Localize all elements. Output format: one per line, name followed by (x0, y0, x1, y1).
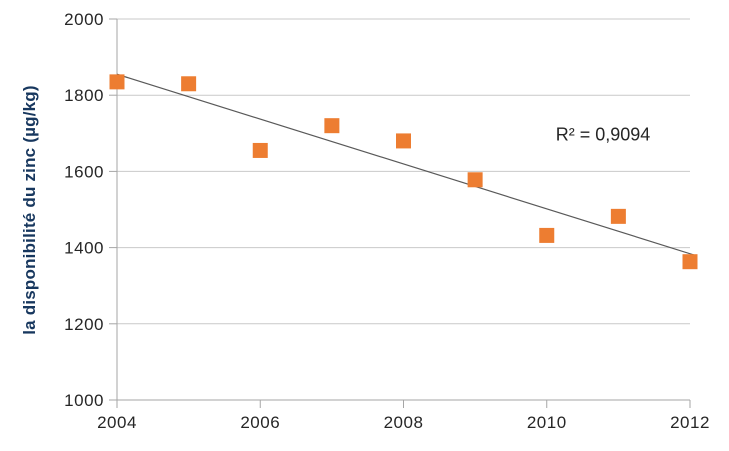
x-tick-label-2012: 2012 (670, 413, 710, 432)
data-point-2011 (610, 208, 626, 224)
y-tick-label-2000: 2000 (64, 10, 104, 29)
data-point-2012 (682, 254, 698, 270)
y-tick-label-1200: 1200 (64, 315, 104, 334)
y-tick-label-1600: 1600 (64, 162, 104, 181)
x-tick-label-2010: 2010 (527, 413, 567, 432)
data-point-2010 (539, 227, 555, 243)
y-tick-label-1400: 1400 (64, 239, 104, 258)
trendline (116, 73, 694, 256)
x-tick-label-2004: 2004 (97, 413, 137, 432)
y-tick-label-1000: 1000 (64, 391, 104, 410)
y-axis-title: la disponibilité du zinc (µg/kg) (20, 85, 39, 335)
data-point-2006 (252, 142, 268, 158)
x-tick-label-2008: 2008 (384, 413, 424, 432)
data-point-2009 (467, 172, 483, 188)
x-tick-label-2006: 2006 (240, 413, 280, 432)
y-tick-label-1800: 1800 (64, 86, 104, 105)
data-point-2007 (324, 118, 340, 134)
r-squared-label: R² = 0,9094 (555, 124, 651, 145)
data-point-2004 (109, 74, 125, 90)
data-point-2005 (181, 76, 197, 92)
data-point-2008 (396, 133, 411, 149)
